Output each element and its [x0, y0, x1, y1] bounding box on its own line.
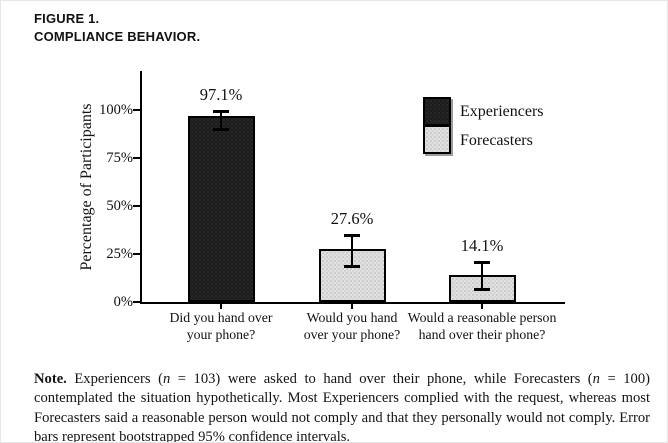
y-axis-tick-label: 25%: [106, 246, 133, 262]
legend-swatch-forecasters: [423, 125, 451, 154]
legend-swatch-experiencers: [423, 97, 451, 126]
y-axis-tick-label: 0%: [113, 294, 133, 310]
figure-title: COMPLIANCE BEHAVIOR.: [34, 29, 201, 44]
y-axis-tick: [133, 253, 141, 255]
x-axis-category-label: Would you hand over your phone?: [303, 310, 401, 342]
x-axis-tick: [351, 303, 353, 309]
error-bar-cap-bottom: [213, 128, 229, 131]
legend-label: Experiencers: [460, 102, 544, 120]
figure-note: Note. Experiencers (n = 103) were asked …: [34, 370, 651, 443]
legend-label: Forecasters: [460, 131, 533, 149]
figure-label: FIGURE 1.: [34, 11, 100, 26]
x-axis-tick: [220, 303, 222, 309]
x-axis-category-label: Would a reasonable person hand over their…: [407, 310, 557, 342]
bar-value-label: 14.1%: [460, 236, 504, 255]
error-bar-cap-bottom: [344, 265, 360, 268]
bar-value-label: 27.6%: [330, 209, 374, 228]
error-bar-cap-bottom: [474, 288, 490, 291]
y-axis-tick-label: 50%: [106, 198, 133, 214]
bar-experiencers-0: [187, 116, 255, 302]
legend-item-forecasters: Forecasters: [423, 125, 544, 155]
error-bar-cap-top: [474, 261, 490, 264]
y-axis-tick-label: 75%: [106, 150, 133, 166]
error-bar: [220, 111, 222, 129]
error-bar-cap-top: [213, 110, 229, 113]
y-axis-line: [140, 71, 142, 304]
bar-value-label: 97.1%: [199, 85, 243, 104]
y-axis-tick: [133, 109, 141, 111]
legend-item-experiencers: Experiencers: [423, 97, 544, 126]
y-axis-tick: [133, 157, 141, 159]
y-axis-tick: [133, 205, 141, 207]
y-axis-tick: [133, 301, 141, 303]
x-axis-tick: [481, 303, 483, 309]
y-axis-tick-label: 100%: [99, 102, 133, 118]
chart-legend: Experiencers Forecasters: [423, 97, 544, 155]
error-bar-cap-top: [344, 234, 360, 237]
error-bar: [481, 262, 483, 289]
x-axis-category-label: Did you hand over your phone?: [169, 310, 273, 342]
error-bar: [351, 235, 353, 266]
